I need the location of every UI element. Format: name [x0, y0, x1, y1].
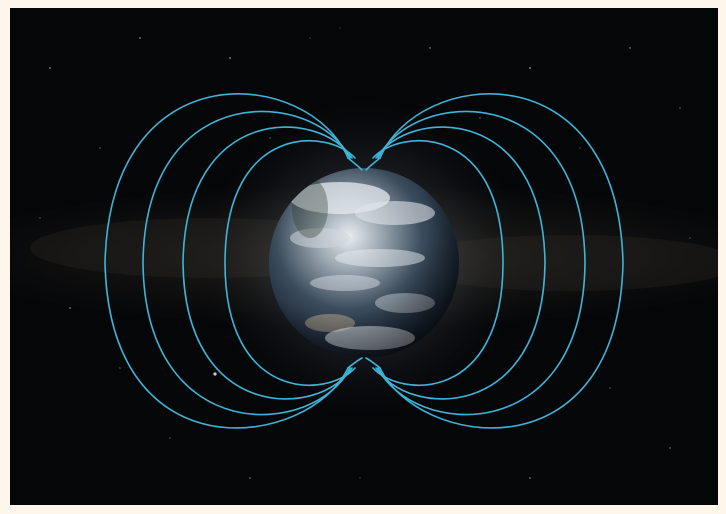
magnetic-field-lines: [104, 93, 624, 429]
earth-globe: [269, 168, 459, 358]
polar-field-entries: [347, 157, 381, 369]
earth-magnetic-field-illustration: [10, 8, 718, 505]
space-scene: [10, 8, 718, 505]
